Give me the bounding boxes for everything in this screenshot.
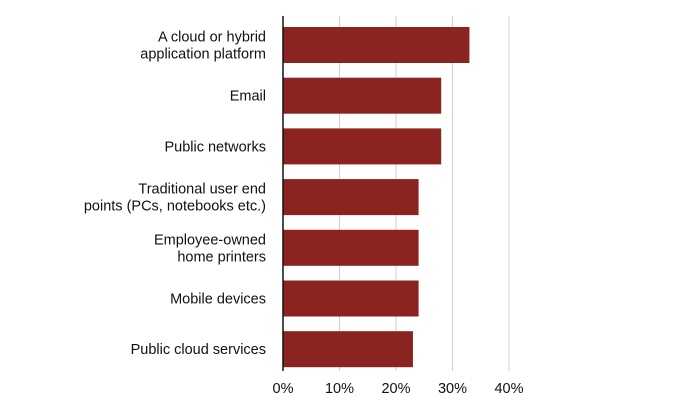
category-label-line: Email <box>230 89 266 105</box>
x-tick-label-40: 40% <box>494 381 523 397</box>
bar-6 <box>283 280 419 317</box>
bar-2 <box>283 77 442 114</box>
category-label-7: Public cloud services <box>131 342 266 358</box>
category-label-1: A cloud or hybrid application platform <box>140 30 266 63</box>
category-label-2: Email <box>230 89 266 105</box>
bar-4 <box>283 179 419 216</box>
category-label-line: Traditional user end <box>138 182 266 198</box>
category-label-line: Mobile devices <box>170 292 266 308</box>
category-label-3: Public networks <box>164 139 266 155</box>
category-label-line: home printers <box>177 249 266 265</box>
bar-5 <box>283 229 419 266</box>
x-tick-labels: 0% 10% 20% 30% 40% <box>273 381 524 397</box>
category-labels: A cloud or hybrid application platform Ema… <box>84 30 266 359</box>
category-label-5: Employee-owned home printers <box>154 232 266 265</box>
x-tick-label-20: 20% <box>381 381 410 397</box>
category-label-line: Public networks <box>164 139 266 155</box>
category-label-line: Employee-owned <box>154 232 266 248</box>
category-label-line: Public cloud services <box>131 342 266 358</box>
x-tick-label-30: 30% <box>438 381 467 397</box>
category-label-line: A cloud or hybrid <box>158 30 266 46</box>
category-label-6: Mobile devices <box>170 292 266 308</box>
bars <box>283 27 470 368</box>
category-label-4: Traditional user end points (PCs, noteboo… <box>84 182 266 215</box>
bar-3 <box>283 128 442 165</box>
category-label-line: points (PCs, notebooks etc.) <box>84 199 266 215</box>
bar-7 <box>283 331 413 368</box>
x-tick-label-0: 0% <box>273 381 294 397</box>
bar-1 <box>283 27 470 63</box>
category-label-line: application platform <box>140 47 266 63</box>
x-tick-label-10: 10% <box>325 381 354 397</box>
